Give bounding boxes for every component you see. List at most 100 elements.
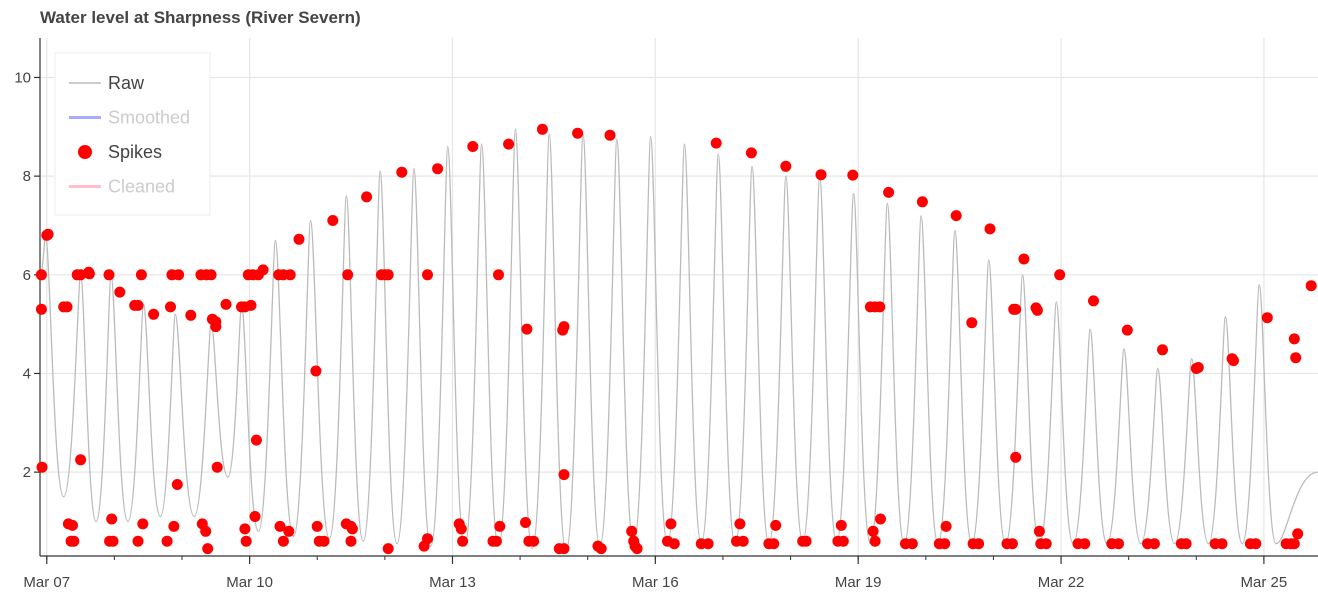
axes: Mar 07 Mar 10 Mar 13 Mar 16 Mar 19 Mar 22 Mar … <box>14 38 1318 591</box>
spike-point <box>211 461 223 473</box>
spike-point <box>734 518 746 530</box>
y-tick-label: 4 <box>23 365 31 382</box>
spike-point <box>345 535 357 547</box>
spike-point <box>493 269 504 281</box>
x-tick-label: Mar 25 <box>1241 574 1288 591</box>
spike-point <box>318 535 330 547</box>
x-tick-label: Mar 16 <box>632 574 679 591</box>
spike-point <box>626 525 638 537</box>
spike-point <box>768 538 780 550</box>
spike-point <box>1148 538 1160 550</box>
spike-point <box>310 365 322 377</box>
spike-point <box>1010 451 1022 463</box>
spike-point <box>83 268 95 280</box>
legend[interactable]: Raw Smoothed Spikes Cleaned <box>54 52 211 216</box>
spike-point <box>558 469 570 481</box>
spike-point <box>875 513 886 525</box>
spike-point <box>558 321 570 333</box>
spike-point <box>220 298 232 310</box>
spike-point <box>558 543 570 555</box>
legend-marker-spikes <box>78 145 92 159</box>
y-tick-label: 8 <box>23 168 31 185</box>
spike-point <box>1157 344 1168 356</box>
spike-point <box>668 538 680 550</box>
y-tick-label: 10 <box>14 69 31 86</box>
spike-point <box>327 215 339 226</box>
spikes-series <box>35 123 1317 555</box>
y-tick-label: 2 <box>23 464 31 481</box>
spike-point <box>528 535 540 547</box>
chart-title: Water level at Sharpness (River Severn) <box>40 8 361 27</box>
spike-point <box>249 511 261 522</box>
x-tick-label: Mar 13 <box>429 574 476 591</box>
spike-point <box>1261 312 1273 324</box>
spike-point <box>1113 538 1124 550</box>
legend-label-spikes[interactable]: Spikes <box>108 142 162 162</box>
x-tick-label: Mar 22 <box>1038 574 1085 591</box>
spike-point <box>277 535 289 547</box>
spike-point <box>800 535 812 547</box>
spike-point <box>906 538 918 550</box>
spike-point <box>173 269 185 281</box>
spike-point <box>869 535 881 547</box>
spike-point <box>1006 538 1018 550</box>
spike-point <box>973 538 985 550</box>
raw-series <box>39 128 1318 552</box>
spike-point <box>1290 352 1302 364</box>
spike-point <box>521 323 533 335</box>
x-tick-label: Mar 10 <box>226 574 273 591</box>
y-tick-label: 6 <box>23 267 31 284</box>
spike-point <box>457 535 469 547</box>
spike-point <box>520 517 531 528</box>
legend-label-smoothed[interactable]: Smoothed <box>108 108 190 128</box>
spike-point <box>240 535 252 547</box>
spike-point <box>35 303 47 315</box>
spike-point <box>1040 538 1052 550</box>
spike-point <box>361 191 373 203</box>
spike-point <box>250 434 262 446</box>
spike-point <box>780 160 792 172</box>
x-tick-label: Mar 07 <box>23 574 70 591</box>
spike-point <box>1031 304 1043 316</box>
spike-point <box>346 523 358 535</box>
grid <box>40 38 1318 556</box>
legend-label-cleaned[interactable]: Cleaned <box>108 177 175 197</box>
spike-point <box>382 543 394 555</box>
spike-point <box>770 519 782 531</box>
spike-point <box>35 269 47 281</box>
spike-point <box>835 519 847 531</box>
spike-point <box>665 518 677 530</box>
spike-point <box>745 147 757 159</box>
spike-point <box>210 316 222 328</box>
spike-point <box>245 299 257 311</box>
spike-point <box>916 196 928 208</box>
spike-point <box>1292 528 1304 540</box>
spike-point <box>382 269 394 281</box>
spike-point <box>604 129 616 141</box>
spike-point <box>132 299 144 311</box>
spike-point <box>631 543 643 555</box>
spike-point <box>455 523 467 535</box>
spike-point <box>702 538 714 550</box>
spike-point <box>61 301 73 313</box>
spike-point <box>1216 538 1228 550</box>
spike-point <box>396 166 408 178</box>
spike-point <box>422 533 433 545</box>
spike-point <box>107 535 119 547</box>
spike-point <box>200 525 212 537</box>
spike-point <box>494 520 506 532</box>
spike-point <box>710 137 722 149</box>
spike-point <box>572 127 584 139</box>
spike-point <box>503 138 515 150</box>
spike-point <box>257 264 269 276</box>
legend-label-raw[interactable]: Raw <box>108 73 145 93</box>
spike-point <box>966 317 978 329</box>
spike-point <box>103 269 115 281</box>
spike-point <box>815 169 827 181</box>
spike-point <box>837 535 849 547</box>
spike-point <box>467 141 479 152</box>
spike-point <box>161 535 173 547</box>
spike-point <box>1018 253 1030 265</box>
spike-point <box>1079 538 1091 550</box>
spike-point <box>1033 525 1045 537</box>
